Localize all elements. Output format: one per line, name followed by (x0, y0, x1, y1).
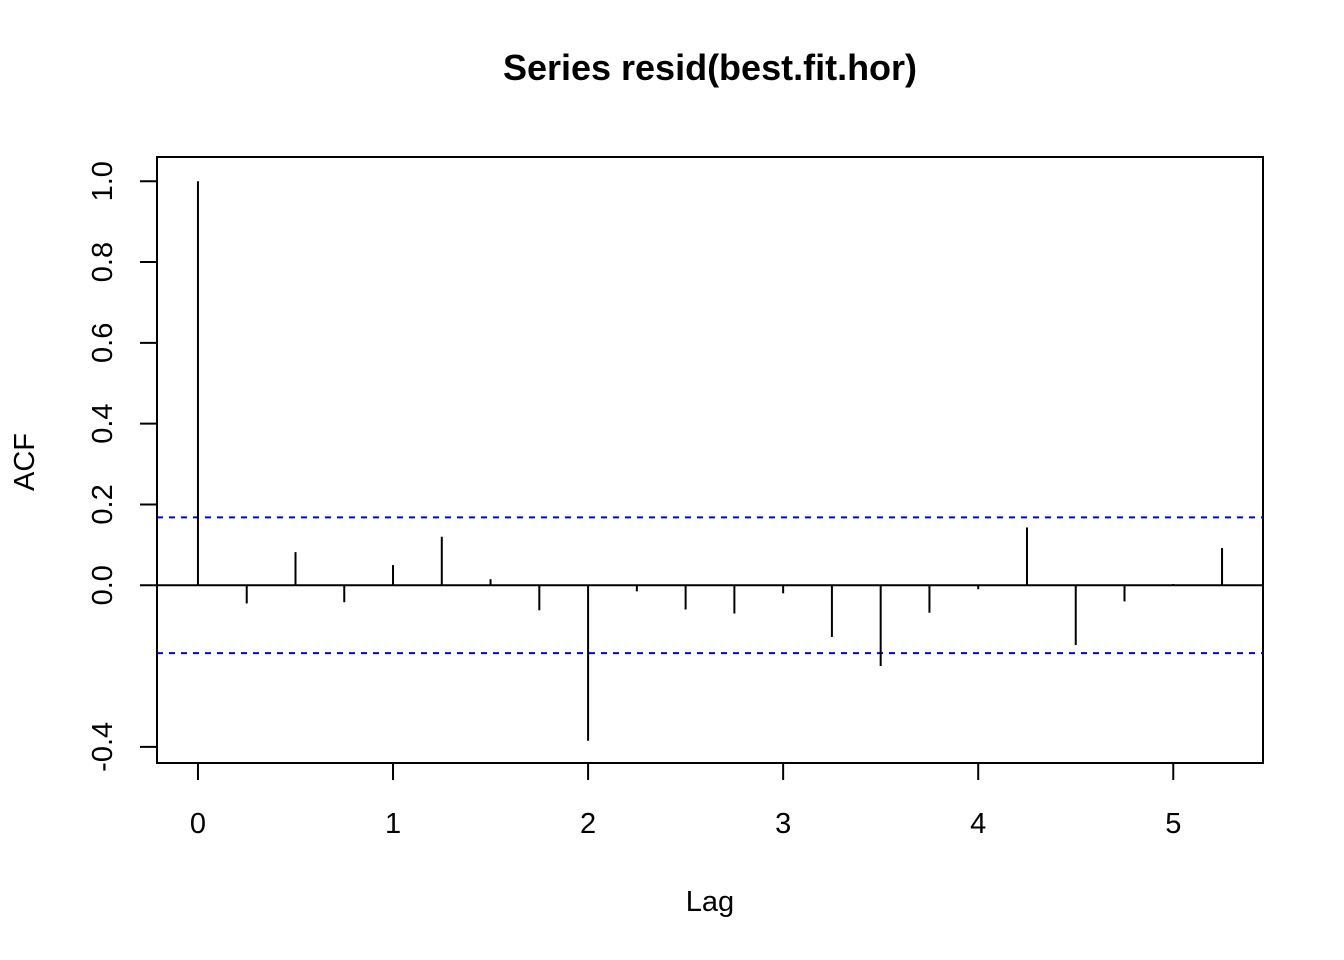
acf-spikes (196, 181, 1224, 741)
y-axis-label: ACF (9, 433, 41, 491)
x-axis-label: Lag (686, 886, 734, 918)
y-tick-label: 0.8 (87, 242, 119, 282)
y-tick-label: 0.2 (87, 484, 119, 524)
y-tick-label: 0.4 (87, 403, 119, 443)
x-tick-label: 4 (970, 808, 986, 840)
y-tick-label: 0.0 (87, 565, 119, 605)
y-axis: -0.4 0.0 0.2 0.4 0.6 0.8 1.0 (87, 161, 158, 772)
plot-frame (156, 156, 1264, 764)
x-axis: 0 1 2 3 4 5 (190, 762, 1181, 840)
chart-title: Series resid(best.fit.hor) (503, 47, 917, 88)
confidence-bounds (157, 516, 1263, 655)
x-tick-label: 3 (775, 808, 791, 840)
x-tick-label: 1 (385, 808, 401, 840)
x-tick-label: 0 (190, 808, 206, 840)
x-tick-label: 2 (580, 808, 596, 840)
x-tick-label: 5 (1165, 808, 1181, 840)
y-tick-label: 1.0 (87, 161, 119, 201)
y-tick-label: 0.6 (87, 323, 119, 363)
y-tick-label: -0.4 (87, 722, 119, 772)
